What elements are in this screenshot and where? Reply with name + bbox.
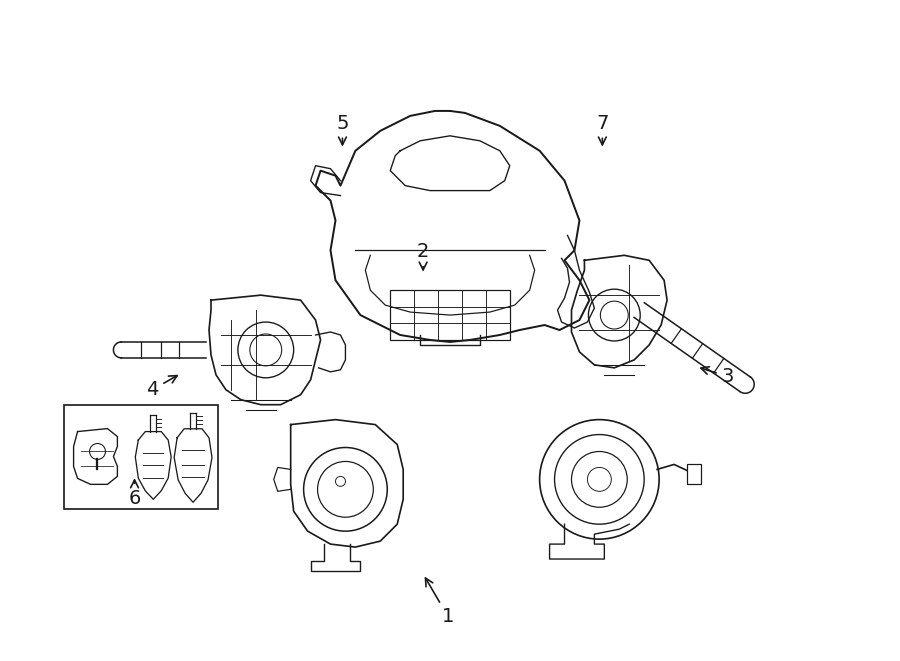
Text: 1: 1 xyxy=(426,578,454,627)
Bar xyxy=(64,405,218,509)
Bar xyxy=(687,465,701,485)
Text: 7: 7 xyxy=(596,114,608,145)
Text: 2: 2 xyxy=(417,242,429,270)
Text: 4: 4 xyxy=(147,375,177,399)
Text: 3: 3 xyxy=(701,367,734,386)
Text: 6: 6 xyxy=(129,480,140,508)
Bar xyxy=(391,290,509,340)
Text: 5: 5 xyxy=(337,114,348,145)
Circle shape xyxy=(89,444,105,459)
